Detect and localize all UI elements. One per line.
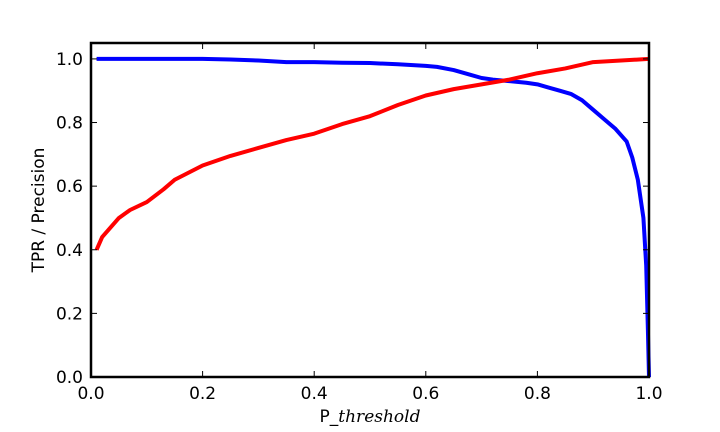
series-line-0 — [96, 56, 651, 378]
y-tick-label: 0.4 — [56, 241, 83, 261]
x-tick-label: 0.6 — [412, 384, 439, 404]
x-axis-label-prefix: P_ — [320, 407, 339, 427]
y-tick-label: 1.0 — [56, 50, 83, 70]
y-ticks: 0.0 0.2 0.4 0.6 0.8 1.0 — [56, 50, 649, 388]
series-layer — [94, 56, 651, 378]
x-tick-label: 1.0 — [635, 384, 662, 404]
y-tick-label: 0.0 — [56, 368, 83, 388]
y-tick-label: 0.2 — [56, 304, 83, 324]
x-tick-label: 0.2 — [189, 384, 216, 404]
y-tick-label: 0.6 — [56, 177, 83, 197]
y-axis-label: TPR / Precision — [29, 148, 49, 274]
series-line-1 — [94, 56, 650, 251]
plot-frame — [89, 41, 651, 379]
y-tick-label: 0.8 — [56, 114, 83, 134]
x-axis-label: P_threshold — [320, 407, 421, 427]
x-axis-label-italic: threshold — [338, 407, 420, 427]
x-tick-label: 0.4 — [301, 384, 328, 404]
x-tick-label: 0.0 — [77, 384, 104, 404]
x-tick-label: 0.8 — [524, 384, 551, 404]
x-ticks: 0.0 0.2 0.4 0.6 0.8 1.0 — [77, 43, 663, 404]
